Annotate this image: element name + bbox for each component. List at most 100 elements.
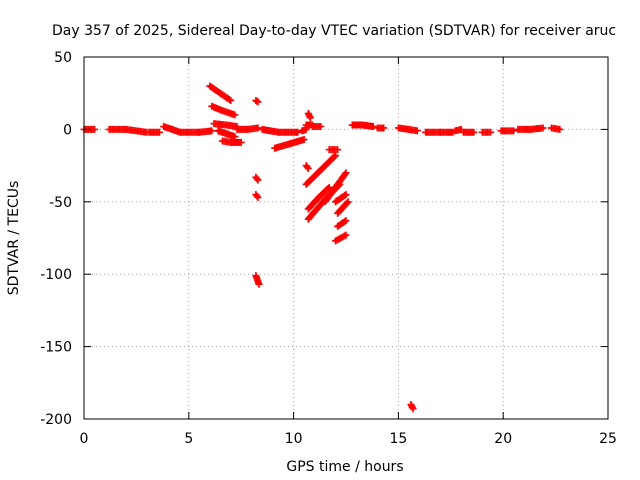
x-tick-label: 15 bbox=[389, 431, 407, 447]
data-point bbox=[470, 128, 478, 136]
data-segment bbox=[176, 127, 216, 136]
data-point bbox=[317, 123, 325, 131]
data-segment bbox=[304, 109, 314, 122]
data-segment bbox=[348, 121, 377, 131]
data-point bbox=[343, 199, 351, 207]
y-tick-label: -200 bbox=[40, 412, 72, 428]
data-point bbox=[254, 176, 262, 184]
axis-ticks bbox=[83, 56, 609, 420]
data-segment bbox=[407, 401, 417, 413]
data-point bbox=[330, 153, 338, 161]
data-segment bbox=[332, 191, 350, 206]
data-segment bbox=[334, 217, 350, 230]
data-point bbox=[369, 123, 377, 131]
data-point bbox=[539, 124, 547, 132]
y-tick-labels: -200 -150 -100 -50 0 50 bbox=[40, 50, 72, 428]
data-segment bbox=[304, 183, 333, 213]
data-point bbox=[294, 128, 302, 136]
data-segment bbox=[302, 121, 316, 129]
data-segment bbox=[258, 125, 302, 136]
data-point bbox=[254, 193, 262, 201]
data-segment bbox=[208, 102, 239, 119]
data-segment bbox=[271, 136, 308, 152]
x-tick-label: 10 bbox=[285, 431, 303, 447]
data-point bbox=[342, 191, 350, 199]
data-point bbox=[155, 128, 163, 136]
data-point bbox=[254, 98, 262, 106]
data-point bbox=[208, 127, 216, 135]
data-point bbox=[342, 169, 350, 177]
data-segment bbox=[302, 151, 340, 188]
data-point bbox=[325, 183, 333, 191]
y-tick-label: -50 bbox=[49, 195, 72, 211]
data-point bbox=[304, 164, 312, 172]
data-point bbox=[300, 136, 308, 144]
data-segment bbox=[206, 82, 235, 104]
data-point bbox=[342, 217, 350, 225]
data-point bbox=[255, 280, 263, 288]
x-tick-label: 25 bbox=[599, 431, 617, 447]
data-point bbox=[254, 124, 262, 132]
x-axis-label: GPS time / hours bbox=[286, 459, 403, 475]
data-point bbox=[342, 231, 350, 239]
data-segment bbox=[160, 123, 184, 136]
x-tick-label: 20 bbox=[494, 431, 512, 447]
data-segment bbox=[451, 125, 465, 135]
data-point bbox=[341, 218, 349, 226]
y-tick-label: 50 bbox=[54, 50, 72, 66]
data-segment bbox=[252, 191, 262, 201]
data-segment bbox=[373, 124, 388, 132]
data-segment bbox=[302, 162, 312, 172]
y-tick-label: -100 bbox=[40, 267, 72, 283]
data-segment bbox=[394, 124, 421, 135]
chart-title: Day 357 of 2025, Sidereal Day-to-day VTE… bbox=[52, 23, 616, 39]
data-point bbox=[334, 146, 342, 154]
data-segment bbox=[514, 124, 547, 133]
data-segment bbox=[308, 123, 325, 131]
data-point bbox=[341, 170, 349, 178]
x-tick-label: 0 bbox=[80, 431, 89, 447]
data-segment bbox=[478, 128, 495, 136]
y-axis-label: SDTVAR / TECUs bbox=[6, 181, 22, 296]
data-segment bbox=[332, 231, 350, 245]
data-segment bbox=[422, 128, 457, 136]
data-segment bbox=[233, 124, 262, 133]
data-point bbox=[225, 96, 233, 104]
data-point bbox=[253, 192, 261, 200]
data-segment bbox=[459, 128, 478, 136]
data-segment bbox=[145, 128, 163, 136]
data-segment bbox=[497, 127, 518, 135]
data-point bbox=[556, 125, 564, 133]
data-point bbox=[413, 127, 421, 135]
data-point bbox=[90, 125, 98, 133]
y-tick-label: -150 bbox=[40, 340, 72, 356]
data-point bbox=[237, 138, 245, 146]
data-point bbox=[487, 128, 495, 136]
data-segment bbox=[547, 124, 564, 133]
data-point bbox=[306, 114, 314, 122]
data-point bbox=[380, 124, 388, 132]
x-tick-labels: 0 5 10 15 20 25 bbox=[80, 431, 617, 447]
y-tick-label: 0 bbox=[63, 122, 72, 138]
plot-frame bbox=[83, 56, 609, 420]
x-tick-label: 5 bbox=[184, 431, 193, 447]
data-segment bbox=[252, 173, 262, 184]
data-point bbox=[324, 184, 332, 192]
data-point bbox=[253, 175, 261, 183]
data-point bbox=[344, 198, 352, 206]
data-segment bbox=[334, 198, 352, 217]
data-segment bbox=[321, 169, 350, 206]
data-points bbox=[80, 82, 564, 413]
data-segment bbox=[325, 146, 342, 154]
data-segment bbox=[218, 137, 245, 146]
data-point bbox=[303, 163, 311, 171]
data-point bbox=[510, 127, 518, 135]
data-point bbox=[341, 232, 349, 240]
data-segment bbox=[252, 272, 263, 288]
data-point bbox=[409, 405, 417, 413]
data-segment bbox=[105, 125, 151, 136]
data-point bbox=[227, 96, 235, 104]
data-point bbox=[231, 111, 239, 119]
